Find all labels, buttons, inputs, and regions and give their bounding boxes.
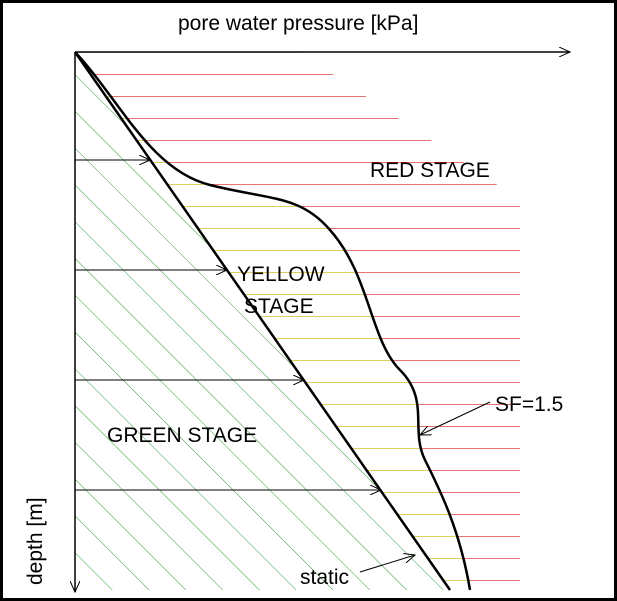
yellow-stage-label: YELLOW <box>237 263 325 286</box>
static-pointer <box>359 555 415 573</box>
y-axis-label: depth [m] <box>24 497 47 585</box>
static-label: static <box>300 566 349 589</box>
red-stage-label: RED STAGE <box>370 159 490 182</box>
sf-curve <box>74 51 472 591</box>
sf-label: SF=1.5 <box>495 393 563 416</box>
static-line <box>73 51 452 591</box>
green-stage-label: GREEN STAGE <box>107 424 257 447</box>
yellow-stage-label: STAGE <box>244 295 314 318</box>
pressure-arrows <box>75 160 491 573</box>
x-axis-label: pore water pressure [kPa] <box>178 12 418 35</box>
sf-pointer <box>420 401 491 435</box>
